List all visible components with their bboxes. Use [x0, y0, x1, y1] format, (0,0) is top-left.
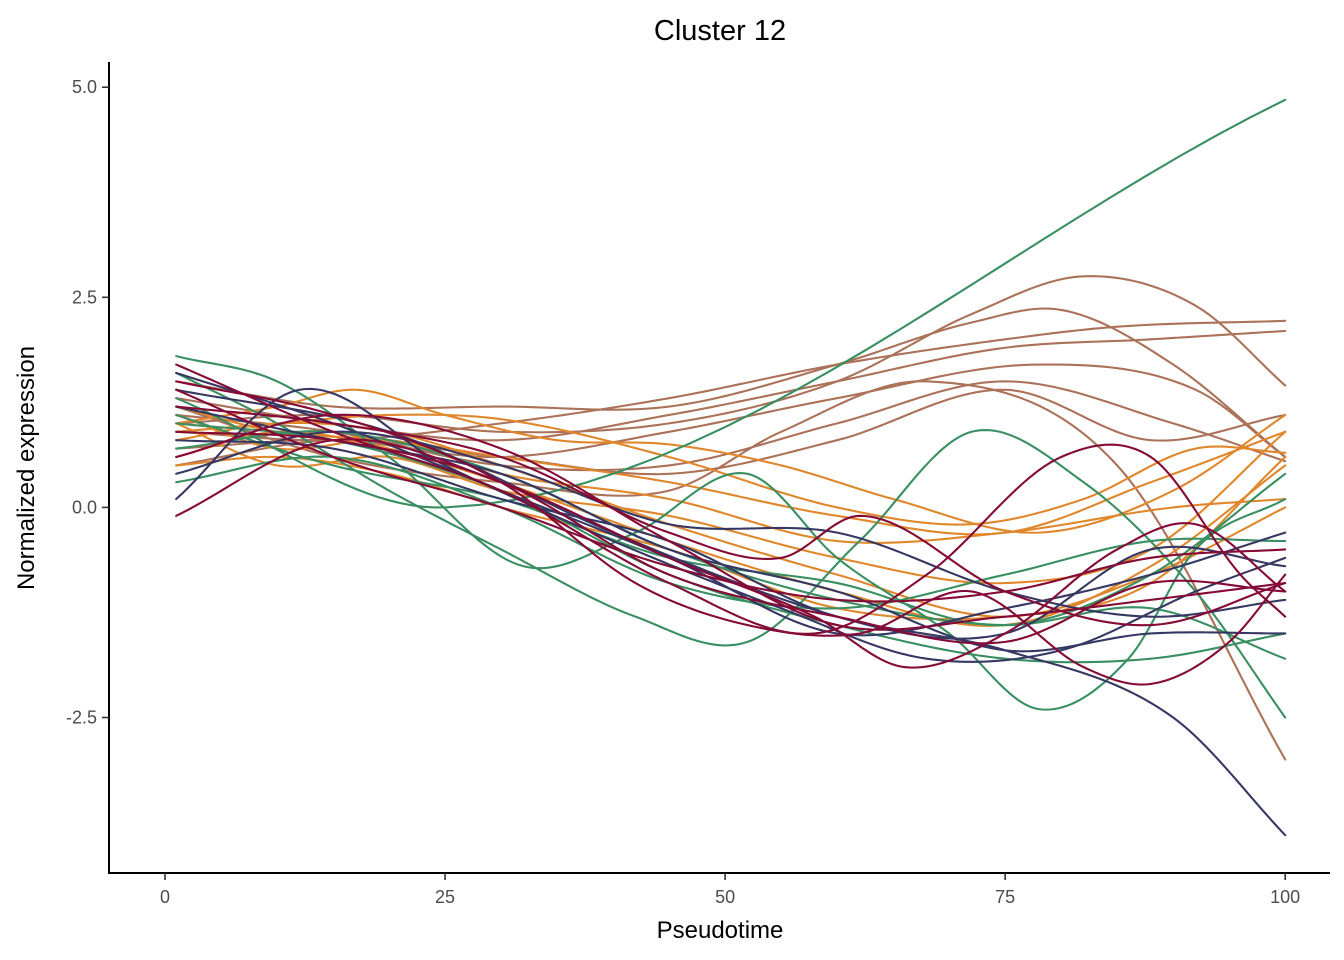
- series-line-maroon: [175, 438, 1287, 669]
- series-line-maroon: [175, 430, 1287, 645]
- series-line-navy: [175, 439, 1287, 640]
- series-line-green: [175, 98, 1287, 509]
- y-tick-label: -2.5: [66, 708, 97, 728]
- series-line-navy: [175, 430, 1287, 618]
- x-tick-label: 100: [1270, 887, 1300, 907]
- y-tick-label: 5.0: [72, 77, 97, 97]
- y-tick-label: 2.5: [72, 287, 97, 307]
- series-line-maroon: [175, 363, 1287, 635]
- series-line-orange: [175, 413, 1287, 526]
- series-line-brown: [175, 380, 1287, 761]
- x-tick-label: 25: [435, 887, 455, 907]
- series-line-maroon: [175, 405, 1287, 627]
- series-line-orange: [175, 413, 1287, 544]
- x-axis-title: Pseudotime: [657, 917, 784, 944]
- series-line-navy: [175, 371, 1287, 637]
- x-tick-label: 75: [995, 887, 1015, 907]
- series-layer: [175, 98, 1287, 837]
- y-axis-ticks: -2.5 0.0 2.5 5.0: [66, 77, 109, 728]
- series-line-green: [175, 355, 1287, 711]
- series-line-orange: [175, 421, 1287, 618]
- series-line-orange: [175, 422, 1287, 585]
- series-line-maroon: [175, 380, 1287, 686]
- y-axis-title: Normalized expression: [13, 346, 40, 590]
- series-line-maroon: [175, 413, 1287, 631]
- x-axis-ticks: 0 25 50 75 100: [160, 873, 1300, 907]
- y-tick-label: 0.0: [72, 497, 97, 517]
- chart-title: Cluster 12: [654, 15, 786, 47]
- series-line-green: [175, 455, 1287, 610]
- series-line-navy: [175, 387, 1287, 663]
- x-tick-label: 50: [715, 887, 735, 907]
- series-line-maroon: [175, 388, 1287, 603]
- series-line-green: [175, 371, 1287, 719]
- x-tick-label: 0: [160, 887, 170, 907]
- series-line-brown: [175, 275, 1287, 434]
